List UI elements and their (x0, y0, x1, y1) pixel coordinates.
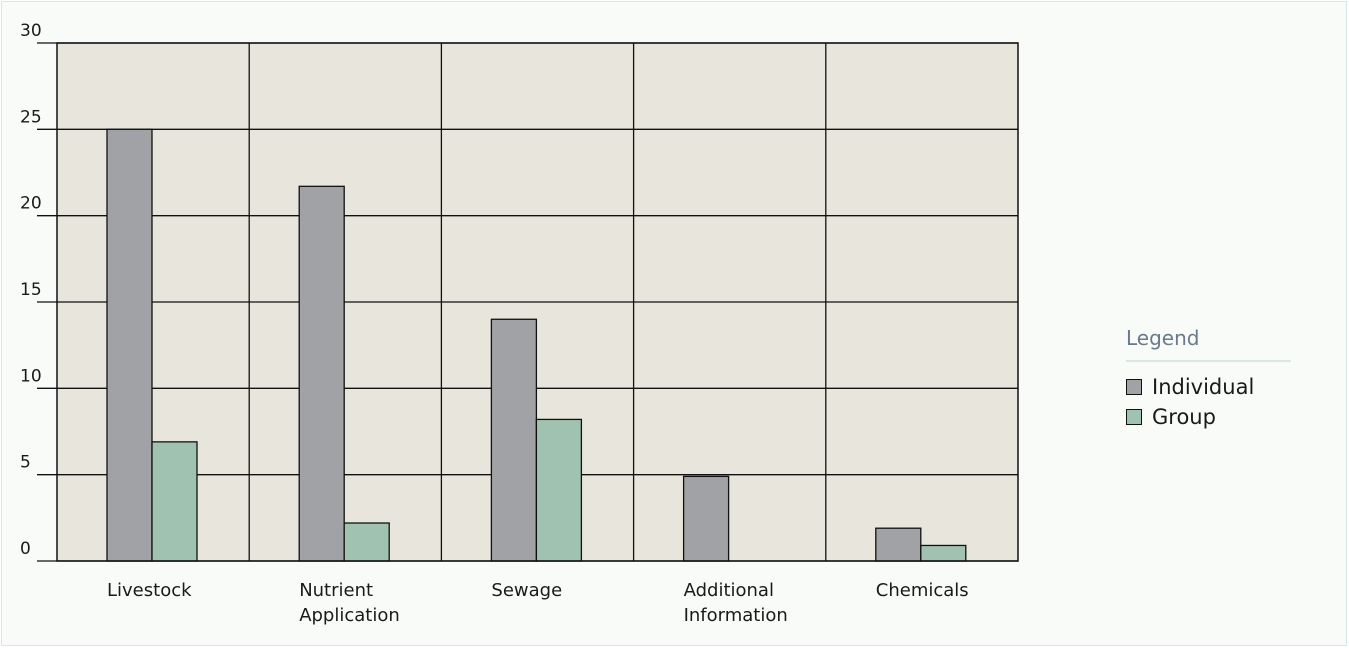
y-tick-label-10: 10 (20, 366, 42, 386)
bar-group-livestock (151, 441, 198, 562)
y-tick-label-5: 5 (20, 453, 31, 473)
legend: Legend Individual Group (1126, 326, 1291, 432)
x-category-label-1: Nutrient Application (299, 580, 400, 626)
legend-item-individual: Individual (1126, 372, 1291, 402)
vertical-gridlines (248, 43, 827, 561)
bars (106, 128, 967, 562)
bar-individual-sewage (490, 318, 538, 562)
bar-individual-livestock (106, 128, 153, 562)
legend-label-individual: Individual (1152, 375, 1255, 399)
x-category-label-2: Sewage (491, 580, 562, 601)
legend-item-group: Group (1126, 402, 1291, 432)
y-tick-label-0: 0 (20, 539, 31, 559)
x-axis-category-labels: Livestock Nutrient Application Sewage Additi… (107, 580, 969, 626)
bar-individual-additional-information (682, 475, 730, 562)
bar-individual-chemicals (875, 527, 922, 562)
legend-swatch-individual (1126, 379, 1142, 395)
plot-border (56, 42, 1019, 562)
x-category-label-4: Chemicals (876, 580, 969, 601)
y-tick-label-20: 20 (20, 194, 42, 214)
y-tick-label-30: 30 (20, 21, 42, 41)
y-tick-label-15: 15 (20, 280, 42, 300)
legend-title: Legend (1126, 326, 1291, 362)
bar-group-chemicals (920, 544, 967, 562)
x-category-label-0: Livestock (107, 580, 192, 601)
y-tick-label-25: 25 (20, 107, 42, 127)
bar-group-nutrient-application (343, 522, 390, 562)
bar-individual-nutrient-application (298, 185, 345, 562)
legend-swatch-group (1126, 409, 1142, 425)
y-axis-tick-labels: 0 5 10 15 20 25 30 (20, 21, 42, 559)
legend-label-group: Group (1152, 405, 1216, 429)
bar-group-sewage (535, 418, 583, 562)
x-category-label-3: Additional Information (684, 580, 788, 626)
